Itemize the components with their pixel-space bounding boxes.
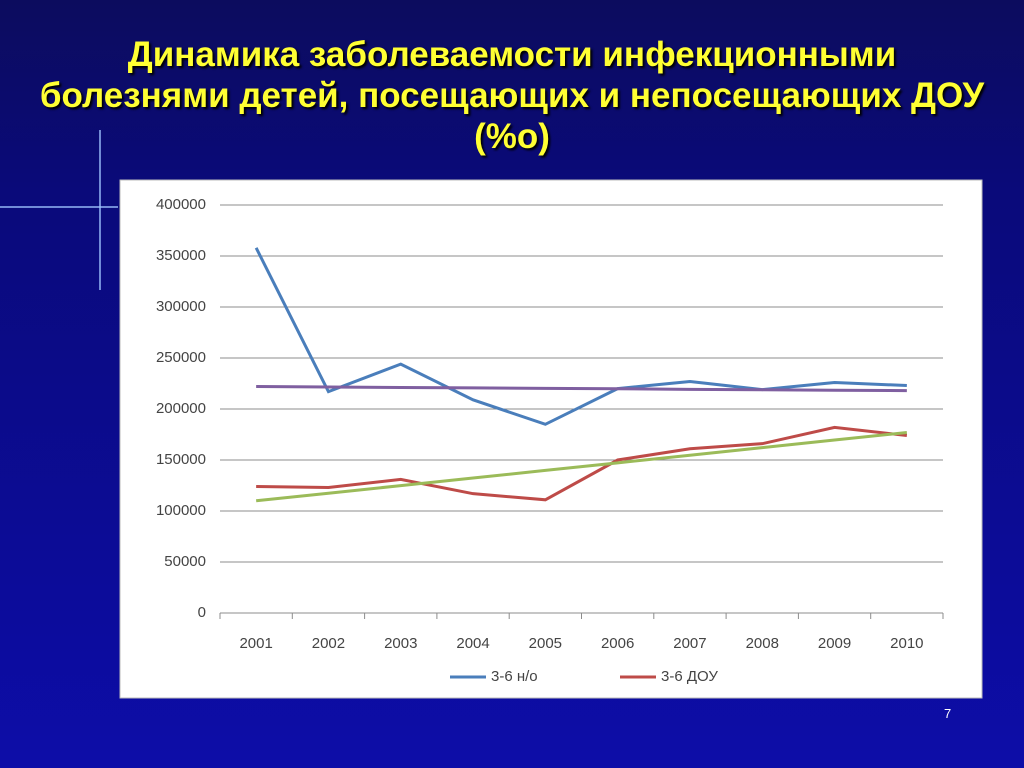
legend-label: 3-6 ДОУ xyxy=(661,668,718,685)
x-tick-label: 2004 xyxy=(456,635,489,652)
y-tick-label: 400000 xyxy=(156,196,206,213)
x-tick-label: 2007 xyxy=(673,635,706,652)
x-tick-label: 2009 xyxy=(818,635,851,652)
y-tick-label: 300000 xyxy=(156,298,206,315)
x-tick-label: 2001 xyxy=(239,635,272,652)
x-tick-label: 2005 xyxy=(529,635,562,652)
y-tick-label: 50000 xyxy=(164,553,206,570)
y-tick-label: 150000 xyxy=(156,451,206,468)
y-tick-label: 0 xyxy=(198,604,206,621)
legend-label: 3-6 н/о xyxy=(491,668,538,685)
x-tick-label: 2002 xyxy=(312,635,345,652)
series-line xyxy=(256,385,907,393)
page-number: 7 xyxy=(944,706,952,721)
y-tick-label: 350000 xyxy=(156,247,206,264)
x-tick-label: 2006 xyxy=(601,635,634,652)
series-line xyxy=(255,430,908,503)
x-tick-label: 2010 xyxy=(890,635,923,652)
series-line xyxy=(254,247,907,426)
x-tick-label: 2008 xyxy=(746,635,779,652)
series-line xyxy=(256,425,908,502)
y-tick-label: 200000 xyxy=(156,400,206,417)
y-tick-label: 100000 xyxy=(156,502,206,519)
x-tick-label: 2003 xyxy=(384,635,417,652)
slide-title: Динамика заболеваемости инфекционными бо… xyxy=(39,35,985,156)
y-tick-label: 250000 xyxy=(156,349,206,366)
